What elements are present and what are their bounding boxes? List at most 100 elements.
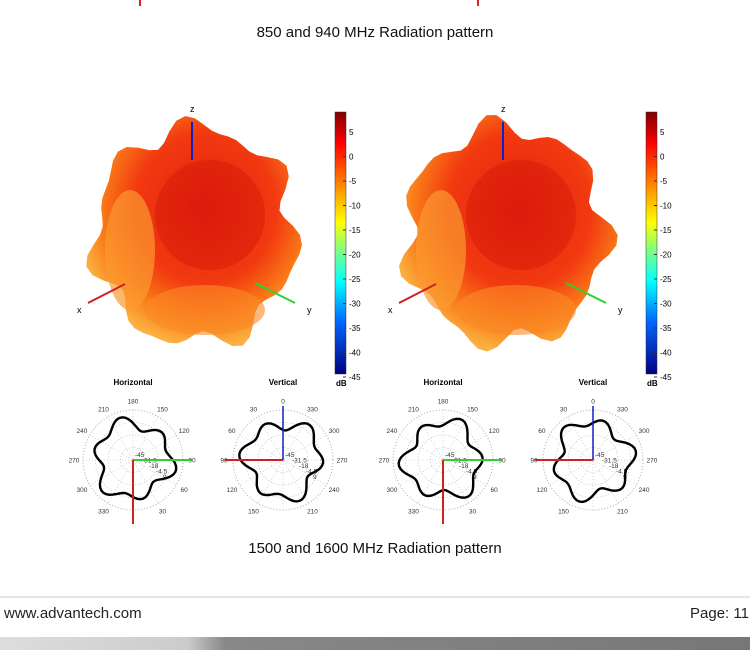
angle-label: 330	[617, 406, 628, 413]
pattern-lobe	[155, 160, 265, 270]
radial-label: -18	[149, 463, 159, 470]
radial-label: -18	[459, 463, 469, 470]
axis-y	[254, 282, 296, 304]
colorbar-tick-label: -15	[660, 226, 672, 235]
colorbar-tick-label: 0	[660, 153, 665, 162]
angle-label: 150	[157, 406, 168, 413]
colorbar-tick-label: -20	[349, 251, 361, 260]
axis-label: x	[388, 305, 393, 315]
angle-label: 180	[128, 399, 139, 406]
polar-curve	[93, 416, 178, 501]
axis-x	[398, 283, 437, 304]
angle-label: 90	[220, 458, 228, 465]
colorbar-tick-label: -10	[349, 202, 361, 211]
angle-label: 60	[228, 428, 236, 435]
angle-label: 90	[498, 458, 506, 465]
angle-label: 270	[647, 458, 658, 465]
angle-label: 30	[469, 509, 477, 516]
angle-label: 330	[408, 509, 419, 516]
pattern-lobe	[456, 285, 576, 335]
colorbar-tick-label: 5	[349, 128, 354, 137]
pattern-lobe	[105, 190, 155, 310]
angle-label: 60	[490, 487, 498, 494]
polar-title: Vertical	[269, 378, 297, 387]
colorbar-tick-label: -45	[660, 373, 672, 382]
angle-label: 0	[591, 399, 595, 406]
axis-label: y	[307, 305, 312, 315]
axis-label: z	[190, 104, 195, 114]
angle-label: 210	[307, 509, 318, 516]
angle-label: 240	[76, 428, 87, 435]
angle-label: 330	[98, 509, 109, 516]
radial-label: 9	[473, 474, 477, 481]
angle-label: 150	[558, 509, 569, 516]
angle-label: 30	[250, 406, 258, 413]
angle-label: 120	[489, 428, 500, 435]
axis-label: y	[618, 305, 623, 315]
footer-bar	[0, 637, 750, 650]
axis-label: x	[77, 305, 82, 315]
angle-label: 150	[467, 406, 478, 413]
colorbar-tick-label: -25	[660, 275, 672, 284]
angle-label: 0	[281, 399, 285, 406]
radial-label: -18	[299, 463, 309, 470]
angle-label: 330	[307, 406, 318, 413]
radial-label: -31.5	[292, 458, 307, 465]
angle-label: 300	[329, 428, 340, 435]
angle-label: 60	[538, 428, 546, 435]
angle-label: 90	[188, 458, 196, 465]
axis-label: z	[501, 104, 506, 114]
polar-title: Horizontal	[423, 378, 462, 387]
radial-label: -45	[595, 452, 605, 459]
angle-label: 30	[560, 406, 568, 413]
colorbar-tick-label: -35	[660, 324, 672, 333]
angle-label: 270	[69, 458, 80, 465]
angle-label: 120	[536, 487, 547, 494]
radial-label: 9	[313, 474, 317, 481]
angle-label: 270	[337, 458, 348, 465]
colorbar-unit: dB	[336, 379, 347, 388]
axis-x	[87, 283, 126, 304]
colorbar-tick-label: -45	[349, 373, 361, 382]
colorbar-tick-label: -10	[660, 202, 672, 211]
radial-label: -4.5	[616, 469, 628, 476]
angle-label: 60	[180, 487, 188, 494]
colorbar-tick-label: -40	[349, 349, 361, 358]
colorbar-tick-label: -25	[349, 275, 361, 284]
footer-page: Page: 11	[690, 605, 749, 622]
angle-label: 90	[530, 458, 538, 465]
colorbar-tick-label: -35	[349, 324, 361, 333]
angle-label: 180	[438, 399, 449, 406]
angle-label: 300	[386, 487, 397, 494]
colorbar-tick-label: 5	[660, 128, 665, 137]
polar-curve	[397, 417, 484, 499]
colorbar-tick-label: -40	[660, 349, 672, 358]
radial-label: -4.5	[306, 469, 318, 476]
pattern-lobe	[466, 160, 576, 270]
angle-label: 300	[639, 428, 650, 435]
polar-title: Vertical	[579, 378, 607, 387]
pattern-lobe	[416, 190, 466, 310]
colorbar	[645, 111, 658, 375]
angle-label: 210	[617, 509, 628, 516]
footer-url: www.advantech.com	[3, 605, 142, 622]
colorbar-tick-label: -20	[660, 251, 672, 260]
colorbar-tick-label: -30	[349, 300, 361, 309]
angle-label: 240	[639, 487, 650, 494]
colorbar-tick-label: -30	[660, 300, 672, 309]
colorbar-tick-label: -5	[660, 177, 668, 186]
radial-label: -4.5	[156, 469, 168, 476]
colorbar-tick-label: 0	[349, 153, 354, 162]
radial-label: -45	[135, 452, 145, 459]
pattern-lobe	[145, 285, 265, 335]
caption: 850 and 940 MHz Radiation pattern	[256, 24, 494, 41]
radial-label: -45	[445, 452, 455, 459]
radial-label: -31.5	[602, 458, 617, 465]
angle-label: 240	[386, 428, 397, 435]
radial-label: -18	[609, 463, 619, 470]
radial-label: -4.5	[466, 469, 478, 476]
colorbar-tick-label: -5	[349, 177, 357, 186]
angle-label: 30	[159, 509, 167, 516]
angle-label: 120	[179, 428, 190, 435]
